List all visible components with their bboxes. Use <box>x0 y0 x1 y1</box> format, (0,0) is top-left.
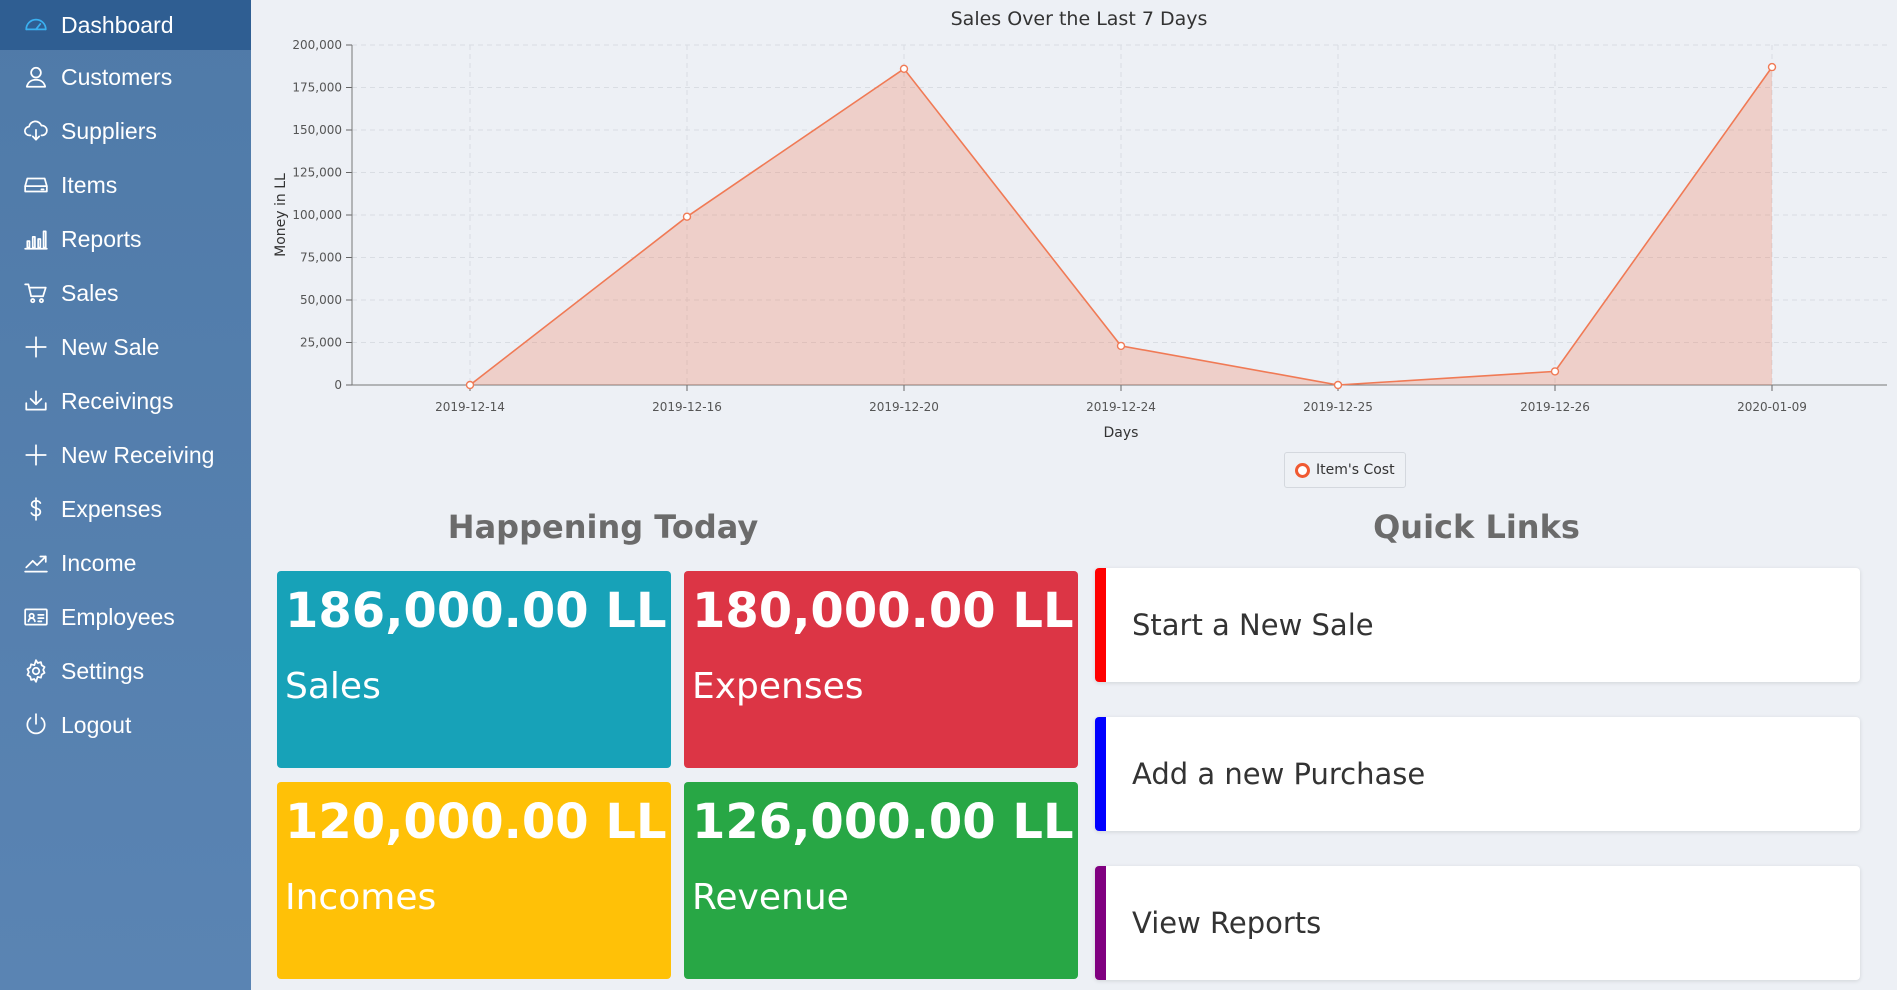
link-accent-bar <box>1095 866 1106 980</box>
sales-label: Sales <box>285 666 381 707</box>
bar-chart-icon <box>23 226 49 252</box>
sidebar-item-new-receiving[interactable]: New Receiving <box>0 428 251 482</box>
plus-icon <box>23 442 49 468</box>
y-axis-label: Money in LL <box>273 173 289 257</box>
y-tick-label: 125,000 <box>292 166 342 180</box>
y-tick-label: 0 <box>334 378 342 392</box>
link-label: Add a new Purchase <box>1132 757 1426 791</box>
id-card-icon <box>23 604 49 630</box>
link-label: Start a New Sale <box>1132 608 1374 642</box>
x-tick-label: 2019-12-20 <box>869 400 939 414</box>
cloud-download-icon <box>23 118 49 144</box>
sidebar-item-label: New Receiving <box>61 441 215 468</box>
x-axis-label: Days <box>1104 425 1139 441</box>
sidebar-item-label: Income <box>61 549 137 576</box>
expenses-value: 180,000.00 LL <box>692 583 1074 639</box>
sidebar-item-logout[interactable]: Logout <box>0 698 251 752</box>
inbox-icon <box>23 172 49 198</box>
sidebar-item-new-sale[interactable]: New Sale <box>0 320 251 374</box>
sales-chart-svg: Sales Over the Last 7 Days 0 25,000 50,000 7… <box>273 8 1887 441</box>
link-label: View Reports <box>1132 906 1322 940</box>
sidebar-item-reports[interactable]: Reports <box>0 212 251 266</box>
sidebar-item-income[interactable]: Income <box>0 536 251 590</box>
revenue-label: Revenue <box>692 877 849 918</box>
data-point <box>1333 380 1343 390</box>
legend-label: Item's Cost <box>1316 462 1395 478</box>
data-point <box>1116 341 1126 351</box>
add-new-purchase-link[interactable]: Add a new Purchase <box>1095 717 1860 831</box>
download-icon <box>23 388 49 414</box>
quick-links-title: Quick Links <box>1373 508 1580 546</box>
sidebar-item-label: Employees <box>61 603 175 630</box>
x-tick-label: 2019-12-14 <box>435 400 505 414</box>
data-point <box>899 64 909 74</box>
sales-value: 186,000.00 LL <box>285 583 667 639</box>
sidebar-item-employees[interactable]: Employees <box>0 590 251 644</box>
y-tick-label: 75,000 <box>300 251 342 265</box>
data-point <box>465 380 475 390</box>
x-tick-label: 2019-12-24 <box>1086 400 1156 414</box>
chart-legend[interactable]: Item's Cost <box>1284 452 1406 488</box>
revenue-tile: 126,000.00 LL Revenue <box>684 782 1078 979</box>
view-reports-link[interactable]: View Reports <box>1095 866 1860 980</box>
sidebar-item-label: Customers <box>61 63 173 90</box>
plus-icon <box>23 334 49 360</box>
sidebar-item-label: Logout <box>61 711 132 738</box>
sidebar-item-label: Sales <box>61 279 119 306</box>
expenses-tile: 180,000.00 LL Expenses <box>684 571 1078 768</box>
sidebar-item-label: Settings <box>61 657 145 684</box>
sidebar-item-label: Items <box>61 171 118 198</box>
x-tick-label: 2020-01-09 <box>1737 400 1807 414</box>
x-tick-label: 2019-12-25 <box>1303 400 1373 414</box>
dashboard-icon <box>23 12 49 38</box>
link-accent-bar <box>1095 717 1106 831</box>
x-tick-label: 2019-12-26 <box>1520 400 1590 414</box>
chart-title: Sales Over the Last 7 Days <box>951 8 1208 30</box>
sidebar-item-sales[interactable]: Sales <box>0 266 251 320</box>
y-tick-label: 200,000 <box>292 38 342 52</box>
sidebar-item-customers[interactable]: Customers <box>0 50 251 104</box>
expenses-label: Expenses <box>692 666 864 707</box>
sidebar: Dashboard Customers Suppliers Items Repo… <box>0 0 251 990</box>
sidebar-item-dashboard[interactable]: Dashboard <box>0 0 251 50</box>
incomes-label: Incomes <box>285 877 437 918</box>
revenue-value: 126,000.00 LL <box>692 794 1074 850</box>
sales-tile: 186,000.00 LL Sales <box>277 571 671 768</box>
sidebar-item-receivings[interactable]: Receivings <box>0 374 251 428</box>
y-tick-label: 150,000 <box>292 123 342 137</box>
data-point <box>1550 367 1560 376</box>
gear-icon <box>23 658 49 684</box>
sidebar-item-suppliers[interactable]: Suppliers <box>0 104 251 158</box>
trend-icon <box>23 550 49 576</box>
sidebar-item-label: Dashboard <box>61 11 174 38</box>
link-accent-bar <box>1095 568 1106 682</box>
sales-chart: Sales Over the Last 7 Days 0 25,000 50,000 7… <box>262 0 1897 490</box>
sidebar-item-label: Reports <box>61 225 142 252</box>
y-tick-label: 50,000 <box>300 293 342 307</box>
series-area <box>470 67 1772 385</box>
sidebar-item-label: New Sale <box>61 333 160 360</box>
dollar-icon <box>23 496 49 522</box>
y-tick-label: 25,000 <box>300 336 342 350</box>
power-icon <box>23 712 49 738</box>
cart-icon <box>23 280 49 306</box>
happening-today-title: Happening Today <box>447 508 759 546</box>
sidebar-item-label: Receivings <box>61 387 174 414</box>
y-tick-label: 100,000 <box>292 208 342 222</box>
sidebar-item-settings[interactable]: Settings <box>0 644 251 698</box>
user-icon <box>23 64 49 90</box>
start-new-sale-link[interactable]: Start a New Sale <box>1095 568 1860 682</box>
incomes-tile: 120,000.00 LL Incomes <box>277 782 671 979</box>
data-point <box>1767 62 1777 72</box>
sidebar-item-label: Suppliers <box>61 117 157 144</box>
incomes-value: 120,000.00 LL <box>285 794 667 850</box>
sidebar-item-items[interactable]: Items <box>0 158 251 212</box>
data-point <box>682 212 692 221</box>
x-tick-label: 2019-12-16 <box>652 400 722 414</box>
legend-marker-icon <box>1295 462 1310 478</box>
sidebar-item-expenses[interactable]: Expenses <box>0 482 251 536</box>
sidebar-item-label: Expenses <box>61 495 163 522</box>
y-tick-label: 175,000 <box>292 81 342 95</box>
